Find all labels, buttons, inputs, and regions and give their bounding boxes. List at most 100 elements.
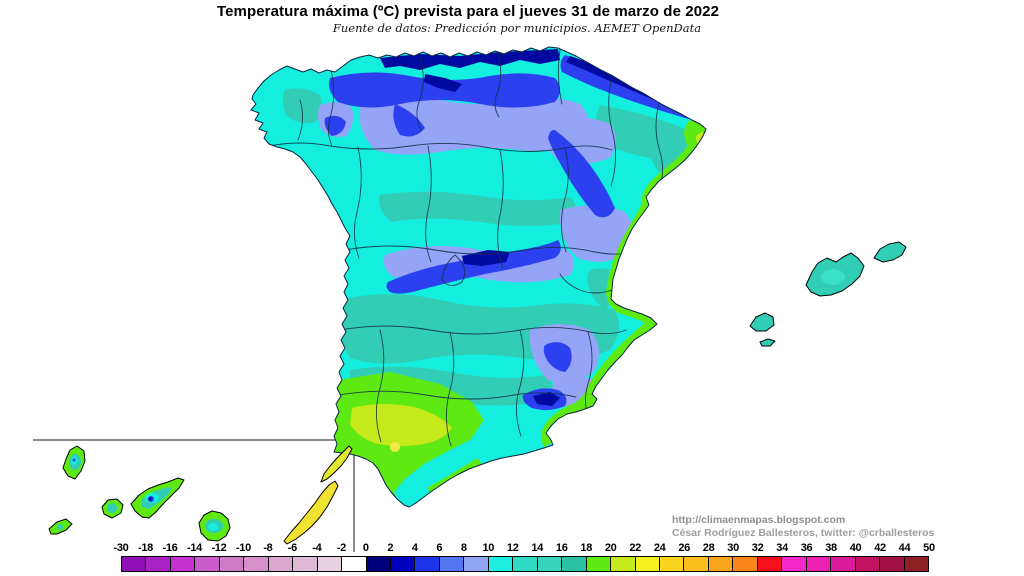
- scale-tick-label: -30: [113, 542, 129, 554]
- scale-cell: [414, 557, 439, 571]
- island-el-hierro-center: [57, 524, 63, 530]
- scale-tick-label: 24: [653, 542, 666, 554]
- province-border-line: [327, 69, 335, 147]
- scale-cell: [341, 557, 366, 571]
- scale-tick-label: 36: [800, 542, 813, 554]
- inset-border-line: [33, 439, 355, 552]
- scale-tick-label: 16: [555, 542, 568, 554]
- island-menorca: [873, 241, 907, 263]
- province-border-line: [333, 390, 577, 400]
- scale-cell: [122, 557, 146, 571]
- scale-tick-label: 0: [362, 542, 369, 554]
- scale-tick-label: -18: [137, 542, 153, 554]
- scale-cell: [854, 557, 880, 571]
- mountain-range-blob: [543, 342, 572, 372]
- province-border-line: [446, 331, 455, 447]
- island-formentera: [759, 338, 776, 347]
- scale-tick-label: 10: [482, 542, 495, 554]
- scale-cell: [243, 557, 268, 571]
- island-gran-canaria-core: [208, 523, 218, 531]
- attribution-author: César Rodríguez Ballesteros, twitter: @c…: [672, 526, 935, 539]
- scale-tick-label: 30: [727, 542, 739, 554]
- warm-patch-blob: [696, 132, 706, 157]
- scale-cell: [658, 557, 684, 571]
- province-border-line: [608, 75, 616, 187]
- scale-cell: [389, 557, 415, 571]
- scale-tick-label: 6: [436, 542, 443, 554]
- hot-spot-dot: [390, 442, 400, 452]
- scale-cell: [805, 557, 831, 571]
- mainland-spain: [250, 46, 707, 508]
- scale-tick-label: 8: [460, 542, 467, 554]
- scale-tick-label: 32: [751, 542, 764, 554]
- province-border-line: [339, 325, 627, 335]
- scale-cell: [463, 557, 488, 571]
- province-border-line: [297, 99, 303, 141]
- province-border-line: [354, 146, 362, 259]
- island-tenerife-teide-peak: [148, 497, 152, 501]
- warm-patch-blob: [622, 294, 634, 306]
- scale-cell: [487, 557, 513, 571]
- mountain-range-blob: [386, 240, 561, 294]
- scale-tick-label: 4: [411, 542, 418, 554]
- scale-cell: [169, 557, 195, 571]
- scale-cell: [707, 557, 733, 571]
- temp-region-blob: [359, 96, 589, 155]
- scale-tick-label: 26: [678, 542, 690, 554]
- warm-patch-blob: [611, 371, 636, 392]
- scale-tick-label: 28: [702, 542, 715, 554]
- ridge-core-blob: [380, 49, 560, 70]
- canary-islands: [48, 445, 353, 545]
- scale-tick-label: -14: [186, 542, 202, 554]
- province-border-line: [441, 254, 466, 286]
- island-lanzarote: [320, 445, 353, 483]
- island-la-gomera-center: [107, 503, 117, 513]
- province-border-line: [559, 273, 613, 294]
- scale-tick-label: 42: [874, 542, 886, 554]
- scale-tick-label: -12: [211, 542, 227, 554]
- island-la-palma-peak: [72, 458, 76, 462]
- scale-cell: [267, 557, 293, 571]
- balearic-islands: [749, 241, 907, 347]
- island-fuerteventura: [283, 480, 339, 545]
- province-border-line: [561, 147, 569, 253]
- scale-cell: [292, 557, 317, 571]
- scale-tick-label: 14: [531, 542, 544, 554]
- temp-region-blob: [559, 205, 634, 262]
- scale-cell: [683, 557, 708, 571]
- province-border-line: [494, 52, 502, 118]
- scale-cell: [512, 557, 537, 571]
- scale-tick-label: 34: [776, 542, 788, 554]
- scale-cell: [316, 557, 342, 571]
- province-border-line: [557, 49, 563, 105]
- scale-cell: [145, 557, 170, 571]
- province-border-line: [497, 149, 504, 269]
- scale-tick-label: -8: [263, 542, 273, 554]
- scale-tick-label: 40: [849, 542, 862, 554]
- page-title: Temperatura máxima (ºC) prevista para el…: [216, 3, 720, 20]
- island-mallorca-center: [821, 269, 845, 285]
- scale-cell: [830, 557, 855, 571]
- scale-tick-label: 20: [604, 542, 617, 554]
- attribution: http://climaenmapas.blogspot.com César R…: [672, 514, 934, 539]
- province-border-line: [416, 57, 424, 131]
- scale-cell: [903, 557, 928, 571]
- scale-tick-label: 38: [825, 542, 837, 554]
- warm-patch-blob: [350, 404, 452, 446]
- canary-inset-frame: [33, 439, 355, 552]
- scale-cell: [879, 557, 904, 571]
- province-border-line: [376, 329, 385, 443]
- ridge-core-blob: [533, 392, 560, 406]
- province-border-line: [268, 142, 613, 152]
- mountain-range-blob: [324, 115, 346, 136]
- page-subtitle: Fuente de datos: Predicción por municipi…: [332, 21, 702, 35]
- attribution-url: http://climaenmapas.blogspot.com: [672, 514, 846, 526]
- scale-tick-label: 44: [898, 542, 911, 554]
- scale-tick-label: -6: [287, 542, 297, 554]
- scale-cell: [585, 557, 611, 571]
- scale-cell: [218, 557, 244, 571]
- mainland-temperature-layers: [268, 49, 706, 507]
- ridge-core-blob: [424, 74, 462, 92]
- warm-patch-blob: [600, 396, 616, 407]
